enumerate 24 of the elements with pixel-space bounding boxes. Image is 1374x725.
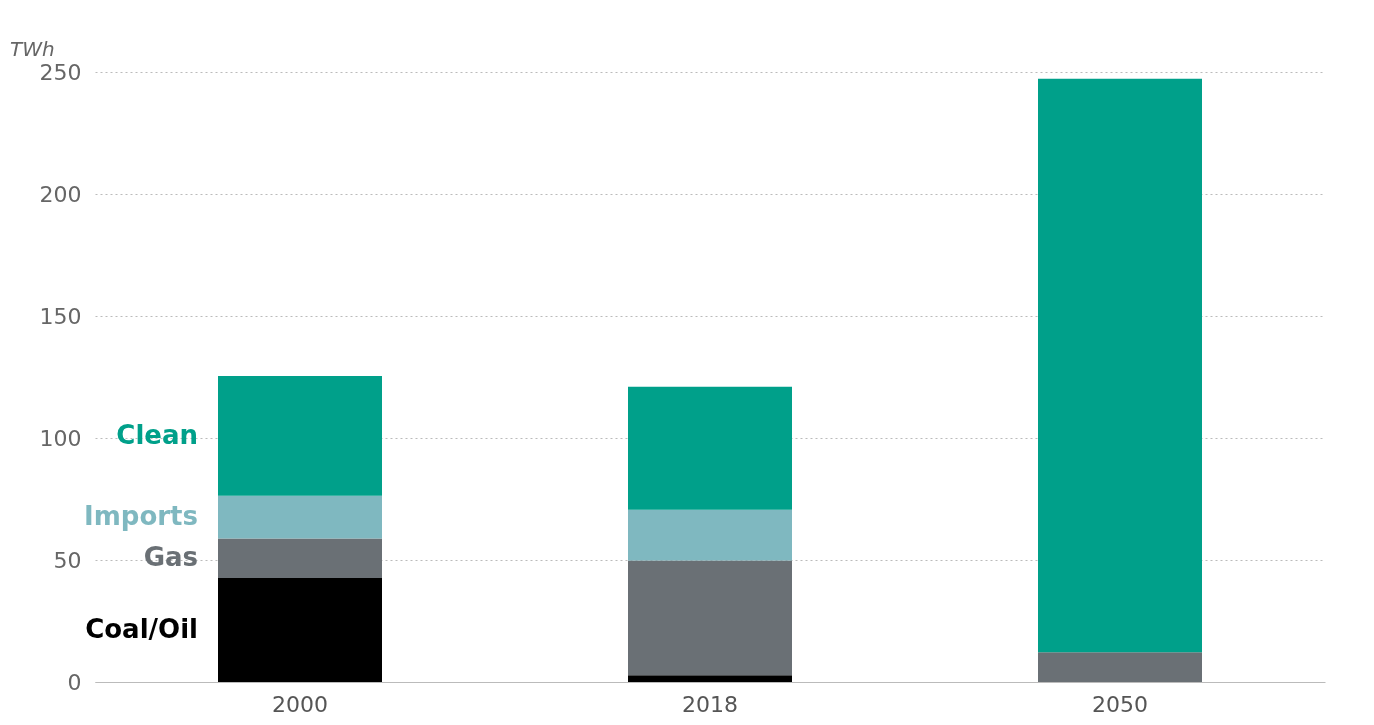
series-label: Gas xyxy=(143,542,198,573)
bar xyxy=(628,675,792,682)
series-label: Clean xyxy=(116,419,198,450)
y-tick-label: 100 xyxy=(39,425,82,451)
x-tick-label: 2000 xyxy=(272,691,328,717)
x-tick-label: 2018 xyxy=(682,691,738,717)
bar xyxy=(218,495,382,539)
bar xyxy=(1038,78,1202,653)
y-axis-title: TWh xyxy=(10,37,55,61)
bar xyxy=(218,376,382,496)
bar xyxy=(218,578,382,682)
series-label: Imports xyxy=(84,501,198,532)
bar xyxy=(218,538,382,579)
bar xyxy=(628,509,792,561)
y-tick-label: 0 xyxy=(67,669,82,695)
series-label: Coal/Oil xyxy=(85,614,198,645)
y-tick-label: 200 xyxy=(39,181,82,207)
y-tick-label: 250 xyxy=(39,59,82,85)
bar xyxy=(628,560,792,676)
bar xyxy=(628,386,792,510)
bar xyxy=(1038,652,1202,682)
y-tick-label: 50 xyxy=(53,547,82,573)
y-tick-label: 150 xyxy=(39,303,82,329)
x-tick-label: 2050 xyxy=(1092,691,1148,717)
